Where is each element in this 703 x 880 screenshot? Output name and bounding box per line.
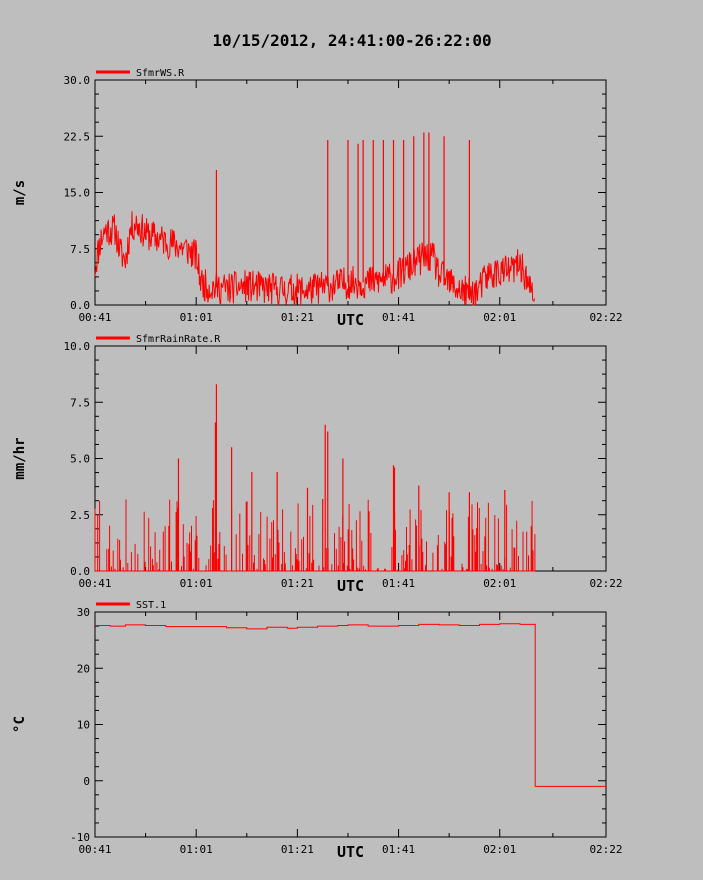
x-tick-label: 01:01: [180, 577, 213, 590]
plot-frame: [94, 611, 607, 838]
y-tick-label: 30: [77, 606, 90, 619]
legend-label: SST.1: [136, 600, 166, 611]
y-tick-label: 0.0: [70, 565, 90, 578]
y-tick-label: 10: [77, 719, 90, 732]
y-tick-label: 7.5: [70, 243, 90, 256]
x-tick-label: 00:41: [78, 311, 111, 324]
x-tick-label: 01:21: [281, 311, 314, 324]
wind-speed-panel: 0.0 7.5 15.0 22.5 30.0 00:41 01:01 01:21 01:41 02…: [12, 68, 623, 329]
chart-title: 10/15/2012, 24:41:00-26:22:00: [212, 31, 491, 50]
series-line: [94, 211, 536, 306]
y-tick-label: 15.0: [64, 187, 91, 200]
series-line: [95, 623, 606, 787]
y-tick-label: 10.0: [64, 340, 91, 353]
x-tick-label: 02:22: [589, 311, 622, 324]
x-tick-label: 01:01: [180, 311, 213, 324]
x-axis-label: UTC: [337, 577, 364, 595]
x-axis-label: UTC: [337, 311, 364, 329]
x-tick-label: 02:01: [483, 577, 516, 590]
x-tick-label: 01:21: [281, 577, 314, 590]
y-axis-label: mm/hr: [12, 437, 28, 479]
x-tick-label: 01:21: [281, 843, 314, 856]
series-line: [94, 499, 536, 572]
x-tick-label: 01:01: [180, 843, 213, 856]
sst-panel: -10 0 10 20 30 00:41 01:01 01:21 01:41 02:01 02:22…: [12, 600, 623, 861]
y-tick-label: 22.5: [64, 130, 91, 143]
y-tick-label: 7.5: [70, 396, 90, 409]
rain-rate-panel: 0.0 2.5 5.0 7.5 10.0 00:41 01:01 01:21 01:41 02:0…: [12, 334, 623, 595]
x-tick-label: 00:41: [78, 843, 111, 856]
y-tick-label: 2.5: [70, 509, 90, 522]
plot-frame: [94, 345, 607, 572]
y-tick-label: 30.0: [64, 74, 91, 87]
plot-frame: [94, 79, 607, 306]
x-tick-label: 02:01: [483, 311, 516, 324]
x-tick-label: 02:01: [483, 843, 516, 856]
y-tick-label: 5.0: [70, 453, 90, 466]
x-tick-label: 00:41: [78, 577, 111, 590]
x-tick-label: 01:41: [382, 311, 415, 324]
y-tick-label: 20: [77, 662, 90, 675]
x-tick-label: 01:41: [382, 843, 415, 856]
x-tick-label: 01:41: [382, 577, 415, 590]
x-tick-label: 02:22: [589, 843, 622, 856]
y-tick-label: -10: [70, 831, 90, 844]
y-axis-label: °C: [12, 716, 28, 733]
legend-label: SfmrWS.R: [136, 68, 185, 79]
x-tick-label: 02:22: [589, 577, 622, 590]
y-tick-label: 0: [83, 775, 90, 788]
legend-label: SfmrRainRate.R: [136, 334, 221, 345]
y-axis-label: m/s: [12, 180, 28, 205]
x-axis-label: UTC: [337, 843, 364, 861]
y-tick-label: 0.0: [70, 299, 90, 312]
